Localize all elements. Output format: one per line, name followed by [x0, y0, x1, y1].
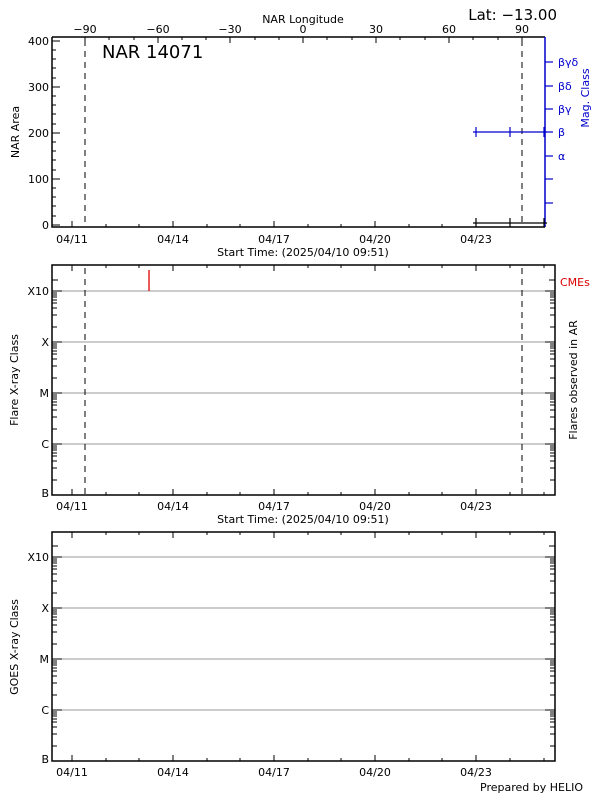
top-axis-title: NAR Longitude [262, 13, 344, 26]
goes-class-tick-labels: X10 X M C B [27, 551, 49, 766]
svg-text:04/17: 04/17 [258, 500, 290, 513]
svg-text:60: 60 [442, 23, 456, 36]
svg-text:M: M [40, 653, 50, 666]
panel-goes-class: X10 X M C B GOES X-ray Class 04/11 04/14… [8, 531, 583, 794]
mag-class-tick-labels: βγδ βδ βγ β α [558, 56, 579, 163]
svg-text:βδ: βδ [558, 80, 572, 93]
svg-text:B: B [41, 487, 49, 500]
series-mag-class [473, 127, 547, 137]
svg-text:C: C [41, 704, 49, 717]
svg-text:0: 0 [300, 23, 307, 36]
svg-text:04/11: 04/11 [56, 233, 88, 246]
y-axis-title-area: NAR Area [9, 106, 22, 158]
region-title: NAR 14071 [102, 42, 203, 63]
legend-cmes: CMEs [560, 276, 590, 289]
credit-text: Prepared by HELIO [480, 781, 583, 794]
svg-text:X: X [41, 336, 49, 349]
svg-text:βγ: βγ [558, 103, 572, 116]
svg-text:300: 300 [28, 81, 49, 94]
svg-text:−90: −90 [73, 23, 96, 36]
svg-text:β: β [558, 126, 565, 139]
svg-text:04/23: 04/23 [460, 500, 492, 513]
svg-text:04/11: 04/11 [56, 500, 88, 513]
svg-text:400: 400 [28, 35, 49, 48]
svg-text:30: 30 [369, 23, 383, 36]
svg-text:X10: X10 [27, 285, 49, 298]
svg-text:04/20: 04/20 [359, 233, 391, 246]
svg-text:0: 0 [42, 219, 49, 232]
svg-text:−60: −60 [146, 23, 169, 36]
y2-axis-title-mag: Mag. Class [579, 68, 592, 127]
svg-text:C: C [41, 438, 49, 451]
area-tick-labels: 400 300 200 100 0 [28, 35, 49, 232]
svg-text:04/17: 04/17 [258, 233, 290, 246]
flare-class-tick-labels: X10 X M C B [27, 285, 49, 500]
svg-text:α: α [558, 150, 565, 163]
date-tick-labels-1: 04/11 04/14 04/17 04/20 04/23 [56, 233, 492, 246]
y-axis-title-goes: GOES X-ray Class [8, 599, 21, 695]
svg-text:−30: −30 [218, 23, 241, 36]
svg-text:04/14: 04/14 [157, 233, 189, 246]
x-axis-title-1: Start Time: (2025/04/10 09:51) [217, 246, 389, 259]
longitude-tick-labels: −90 −60 −30 0 30 60 90 [73, 23, 529, 36]
series-nar-area [473, 218, 547, 227]
svg-text:04/11: 04/11 [56, 766, 88, 779]
panel-nar-area: NAR Longitude Lat: −13.00 −90 −60 −30 0 … [9, 6, 592, 259]
y2-axis-title-flares-ar: Flares observed in AR [567, 320, 580, 440]
x-axis-title-2: Start Time: (2025/04/10 09:51) [217, 513, 389, 526]
svg-text:B: B [41, 753, 49, 766]
panel-flare-class: X10 X M C B Flare X-ray Class Flares obs… [8, 264, 590, 526]
svg-text:200: 200 [28, 127, 49, 140]
svg-text:M: M [40, 387, 50, 400]
svg-text:04/20: 04/20 [359, 766, 391, 779]
svg-text:X: X [41, 602, 49, 615]
svg-text:X10: X10 [27, 551, 49, 564]
svg-text:04/17: 04/17 [258, 766, 290, 779]
svg-text:04/20: 04/20 [359, 500, 391, 513]
svg-text:βγδ: βγδ [558, 56, 579, 69]
svg-text:04/23: 04/23 [460, 766, 492, 779]
date-tick-labels-3: 04/11 04/14 04/17 04/20 04/23 [56, 766, 492, 779]
svg-text:90: 90 [515, 23, 529, 36]
date-tick-labels-2: 04/11 04/14 04/17 04/20 04/23 [56, 500, 492, 513]
svg-text:04/23: 04/23 [460, 233, 492, 246]
svg-text:100: 100 [28, 173, 49, 186]
latitude-label: Lat: −13.00 [468, 6, 557, 24]
y-axis-title-flare: Flare X-ray Class [8, 334, 21, 426]
svg-text:04/14: 04/14 [157, 500, 189, 513]
svg-text:04/14: 04/14 [157, 766, 189, 779]
